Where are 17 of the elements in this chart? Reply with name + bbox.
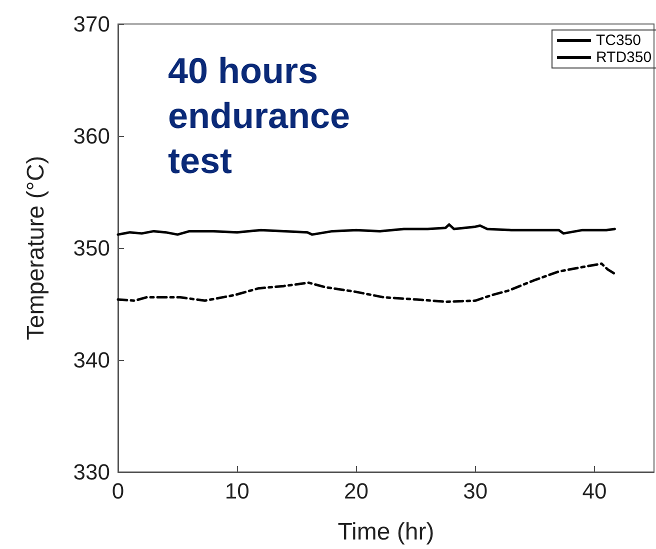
x-tick-label: 40 [582, 478, 607, 504]
x-tick-label: 0 [112, 478, 124, 504]
y-tick-label: 340 [73, 348, 110, 372]
line-series [116, 262, 616, 304]
y-axis-title: Temperature (°C) [22, 156, 50, 340]
x-tick-label: 30 [463, 478, 488, 504]
line-series [116, 223, 616, 236]
x-axis-title: Time (hr) [338, 518, 434, 546]
y-tick-label: 370 [73, 12, 110, 36]
annotation: 40 hours endurance test [168, 50, 350, 181]
legend-label: RTD350 [596, 49, 652, 66]
legend-label: TC350 [596, 32, 642, 49]
y-tick-label: 350 [73, 236, 110, 260]
y-tick-label: 360 [73, 124, 110, 148]
x-tick-label: 20 [344, 478, 368, 504]
x-tick-label: 10 [224, 478, 250, 504]
y-tick-label: 330 [73, 460, 110, 484]
